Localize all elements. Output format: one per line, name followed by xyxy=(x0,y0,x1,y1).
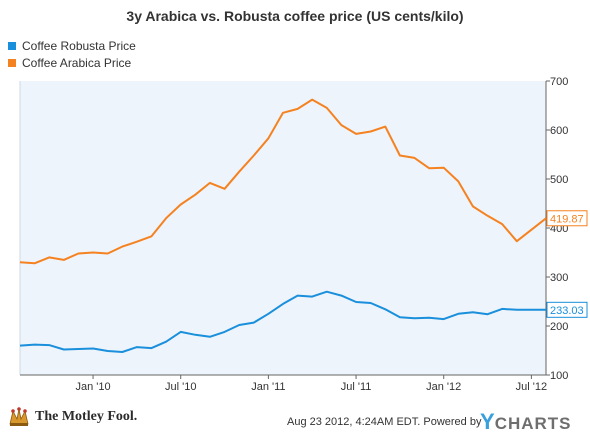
x-tick-label: Jan '11 xyxy=(251,381,285,393)
legend-swatch-arabica xyxy=(8,58,16,67)
end-value-label: 233.03 xyxy=(550,305,584,317)
chart-title: 3y Arabica vs. Robusta coffee price (US … xyxy=(126,8,464,24)
legend-label-arabica: Coffee Arabica Price xyxy=(22,55,132,70)
series-line-arabica xyxy=(19,98,547,265)
series-layer xyxy=(19,98,547,353)
motley-fool-brand[interactable]: The Motley Fool. xyxy=(8,406,137,428)
x-tick-label: Jan '12 xyxy=(426,381,461,393)
y-tick-label: 700 xyxy=(550,76,568,88)
chart-legend: Coffee Robusta Price Coffee Arabica Pric… xyxy=(8,37,136,71)
end-label-box xyxy=(546,210,588,227)
x-tick-label: Jul '11 xyxy=(341,381,372,393)
chart-svg: Jan '10 Jul '10 Jan '11 Jul '11 Jan '12 Jul '… xyxy=(19,76,588,393)
plot-area xyxy=(20,81,546,375)
y-tick-label: 100 xyxy=(550,370,568,382)
legend-swatch-robusta xyxy=(8,41,16,50)
jester-hat-icon xyxy=(9,407,29,426)
x-axis: Jan '10 Jul '10 Jan '11 Jul '11 Jan '12 Jul '… xyxy=(20,374,547,393)
end-labels: 233.03 419.87 xyxy=(546,210,588,318)
x-tick-label: Jan '10 xyxy=(75,381,110,393)
legend-item-arabica: Coffee Arabica Price xyxy=(8,54,136,71)
ycharts-logo[interactable]: Y CHARTS xyxy=(480,409,572,435)
end-value-label: 419.87 xyxy=(550,213,584,225)
legend-item-robusta: Coffee Robusta Price xyxy=(8,37,136,54)
y-tick-label: 500 xyxy=(550,174,568,186)
brand-name: The Motley Fool. xyxy=(35,409,138,424)
ycharts-logo-text: CHARTS xyxy=(494,414,572,433)
legend-label-robusta: Coffee Robusta Price xyxy=(22,38,136,53)
y-tick-label: 200 xyxy=(550,321,568,333)
ycharts-logo-y: Y xyxy=(480,409,495,434)
series-line-robusta xyxy=(19,290,546,353)
x-tick-label: Jul '10 xyxy=(165,381,196,393)
end-label-box xyxy=(546,301,588,318)
x-tick-label: Jul '12 xyxy=(516,381,547,393)
footer: The Motley Fool. Aug 23 2012, 4:24AM EDT… xyxy=(0,400,590,436)
y-tick-label: 300 xyxy=(550,272,568,284)
timestamp: Aug 23 2012, 4:24AM EDT. Powered by xyxy=(287,416,482,428)
y-tick-label: 600 xyxy=(550,125,568,137)
